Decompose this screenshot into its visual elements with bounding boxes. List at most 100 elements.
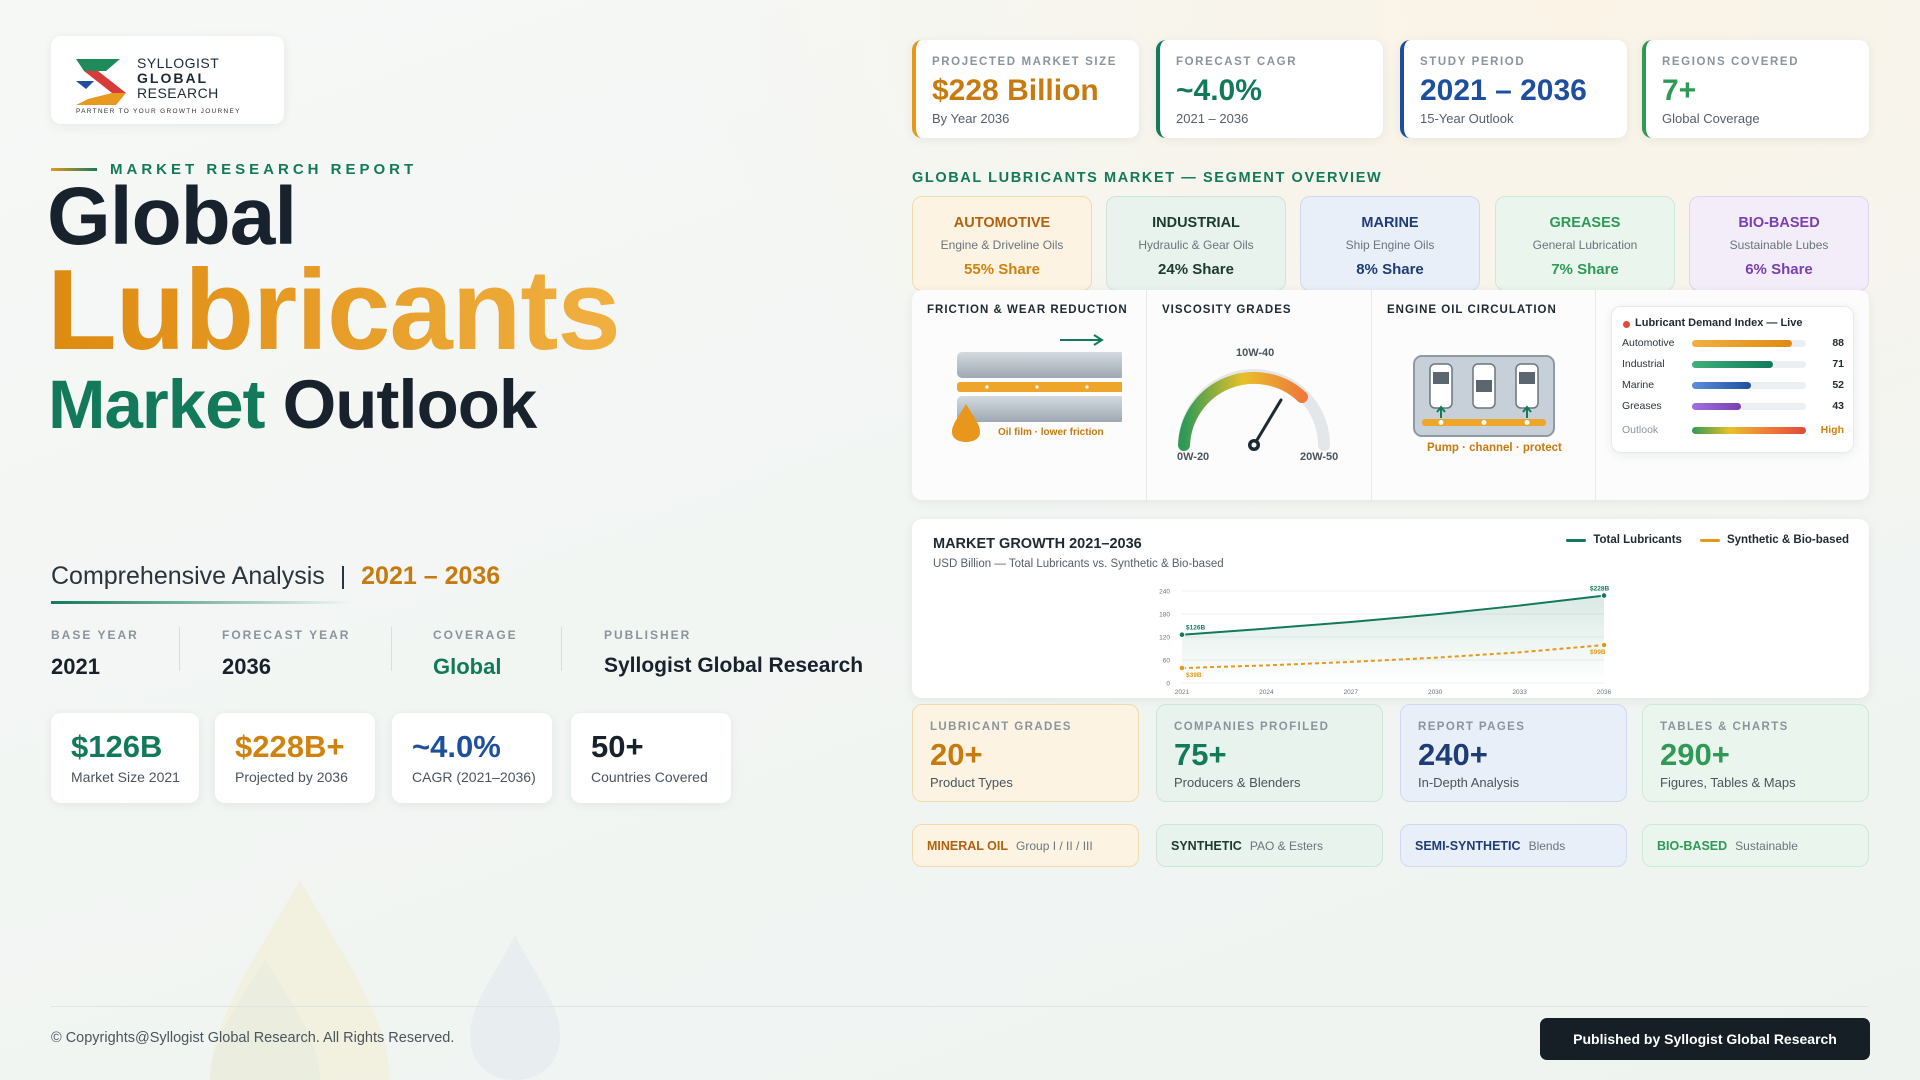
tag-desc: Group I / II / III <box>1016 838 1093 853</box>
demand-value: 88 <box>1832 337 1844 349</box>
demand-track <box>1692 403 1806 410</box>
fact: BASE YEAR 2021 <box>51 628 139 680</box>
panel-caption: Oil film · lower friction <box>998 427 1104 438</box>
subtitle-period: 2021 – 2036 <box>361 562 501 590</box>
demand-value: 71 <box>1832 358 1844 370</box>
tag: SYNTHETIC PAO & Esters <box>1156 824 1383 867</box>
outlook-name: Outlook <box>1622 424 1659 436</box>
value-label: $228B <box>1590 586 1609 593</box>
demand-bar <box>1692 382 1752 389</box>
fact-label: PUBLISHER <box>604 628 692 642</box>
highlight-card: 50+ Countries Covered <box>571 713 731 803</box>
y-tick-label: 120 <box>1159 635 1170 642</box>
section-title: GLOBAL LUBRICANTS MARKET — SEGMENT OVERV… <box>912 170 1383 186</box>
chart-subtitle: USD Billion — Total Lubricants vs. Synth… <box>933 558 1224 570</box>
tag-name: SYNTHETIC <box>1171 838 1242 853</box>
outlook-label: High <box>1820 424 1844 436</box>
highlight-value: 50+ <box>591 729 644 764</box>
title-line: Global <box>47 171 297 262</box>
point <box>1600 592 1608 599</box>
copyright: © Copyrights@Syllogist Global Research. … <box>51 1030 455 1046</box>
segment-share: 8% Share <box>1356 261 1424 278</box>
segment-card: GREASES General Lubrication 7% Share <box>1495 196 1675 291</box>
y-tick-label: 0 <box>1166 681 1170 688</box>
highlight-card: $228B+ Projected by 2036 <box>215 713 375 803</box>
title-word: Outlook <box>282 366 538 443</box>
highlight-card: $126B Market Size 2021 <box>51 713 199 803</box>
outlook-bar <box>1692 427 1806 434</box>
stat-value: 240+ <box>1418 737 1488 772</box>
legend: Total Lubricants Synthetic & Bio-based <box>1566 534 1849 546</box>
divider <box>391 627 392 671</box>
stat-value: 290+ <box>1660 737 1730 772</box>
divider <box>1595 290 1596 500</box>
kpi-card: REGIONS COVERED 7+ Global Coverage <box>1642 40 1869 138</box>
tag-name: MINERAL OIL <box>927 838 1009 853</box>
logo-card: SYLLOGIST GLOBAL RESEARCH PARTNER TO YOU… <box>51 36 284 124</box>
fact-value: Global <box>433 654 502 679</box>
kpi-value: $228 Billion <box>932 74 1099 107</box>
gauge-label: 10W-40 <box>1236 347 1275 359</box>
fact: FORECAST YEAR 2036 <box>222 628 350 680</box>
x-tick-label: 2036 <box>1597 689 1612 696</box>
highlight-label: Projected by 2036 <box>235 769 348 785</box>
demand-name: Automotive <box>1622 337 1675 349</box>
fact-value: Syllogist Global Research <box>604 654 864 677</box>
line <box>1181 644 1605 670</box>
segment-card: BIO-BASED Sustainable Lubes 6% Share <box>1689 196 1869 291</box>
logo-name: SYLLOGIST GLOBAL RESEARCH <box>137 56 219 101</box>
highlight-value: $126B <box>71 729 163 764</box>
viscosity-gauge <box>1178 369 1330 451</box>
legend-item: Total Lubricants <box>1566 534 1682 546</box>
fact-label: FORECAST YEAR <box>222 628 351 642</box>
stat-label: REPORT PAGES <box>1418 721 1526 733</box>
eyebrow: MARKET RESEARCH REPORT <box>110 161 418 178</box>
kpi-label: REGIONS COVERED <box>1662 56 1800 68</box>
highlight-card: ~4.0% CAGR (2021–2036) <box>392 713 552 803</box>
divider <box>561 627 562 671</box>
stat-desc: Product Types <box>930 775 1013 790</box>
panel-title: FRICTION & WEAR REDUCTION <box>927 304 1128 316</box>
stat-label: LUBRICANT GRADES <box>930 721 1072 733</box>
kpi-card: STUDY PERIOD 2021 – 2036 15-Year Outlook <box>1400 40 1627 138</box>
fact-value: 2036 <box>222 654 271 679</box>
segment-share: 55% Share <box>964 261 1040 278</box>
publisher-badge[interactable]: Published by Syllogist Global Research <box>1540 1018 1870 1060</box>
x-tick-label: 2033 <box>1512 689 1527 696</box>
segment-share: 7% Share <box>1551 261 1619 278</box>
kpi-card: PROJECTED MARKET SIZE $228 Billion By Year… <box>912 40 1139 138</box>
segment-share: 6% Share <box>1745 261 1813 278</box>
point <box>1600 641 1608 649</box>
stat-desc: In-Depth Analysis <box>1418 775 1520 790</box>
footer-rule <box>51 1006 1869 1007</box>
kpi-card: FORECAST CAGR ~4.0% 2021 – 2036 <box>1156 40 1383 138</box>
kpi-label: STUDY PERIOD <box>1420 56 1526 68</box>
subtitle-sep: | <box>339 562 347 590</box>
tag: MINERAL OIL Group I / II / III <box>912 824 1139 867</box>
area <box>1182 595 1604 683</box>
kpi-label: FORECAST CAGR <box>1176 56 1298 68</box>
segment-name: GREASES <box>1549 215 1621 231</box>
title-word: Market <box>48 366 265 443</box>
y-tick-label: 180 <box>1159 612 1170 619</box>
kpi-value: 7+ <box>1662 74 1697 107</box>
value-label: $39B <box>1186 672 1202 679</box>
kpi-value: 2021 – 2036 <box>1420 74 1587 107</box>
value-label: $99B <box>1590 649 1606 656</box>
highlight-value: ~4.0% <box>412 729 501 764</box>
segment-card: AUTOMOTIVE Engine & Driveline Oils 55% Sha… <box>912 196 1092 291</box>
point <box>1178 631 1186 638</box>
demand-name: Marine <box>1622 379 1655 391</box>
segment-desc: Sustainable Lubes <box>1729 238 1829 252</box>
background-drops <box>210 880 560 1080</box>
circulation-illustration <box>1413 355 1555 437</box>
live-dot <box>1623 321 1630 328</box>
y-tick-label: 60 <box>1163 658 1171 665</box>
segment-desc: Engine & Driveline Oils <box>940 238 1064 252</box>
segment-name: MARINE <box>1361 215 1419 231</box>
demand-value: 43 <box>1832 400 1844 412</box>
fact: PUBLISHER Syllogist Global Research <box>604 628 863 678</box>
eyebrow-line <box>51 168 97 171</box>
legend-label: Total Lubricants <box>1593 534 1682 546</box>
divider <box>1146 290 1147 500</box>
